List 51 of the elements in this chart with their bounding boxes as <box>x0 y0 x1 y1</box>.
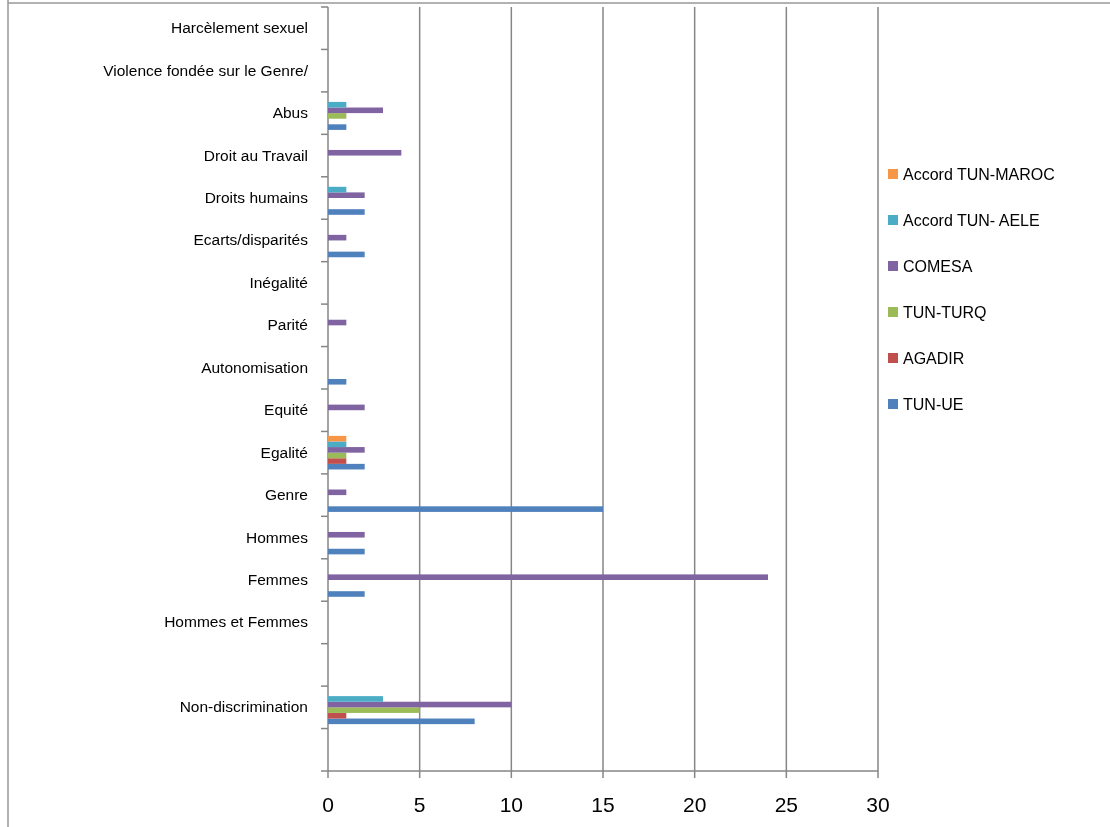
legend-label: Accord TUN- AELE <box>903 212 1040 229</box>
bar <box>328 101 347 108</box>
y-tick-label: Hommes <box>245 528 309 546</box>
legend-label: COMESA <box>903 258 973 275</box>
bar <box>328 696 383 702</box>
bar <box>328 124 347 130</box>
y-tick-label: Violence fondée sur le Genre/ <box>103 61 309 79</box>
x-tick-label: 5 <box>413 793 426 816</box>
y-tick-label: Abus <box>272 104 309 122</box>
bar <box>328 574 768 580</box>
bar <box>328 404 365 411</box>
y-tick-label: Genre <box>264 486 308 504</box>
x-tick-label: 15 <box>591 793 615 816</box>
legend-label: Accord TUN-MAROC <box>903 166 1055 183</box>
bar <box>328 591 365 597</box>
y-tick-label: Parité <box>267 316 308 334</box>
bar <box>328 378 347 385</box>
y-tick-label: Femmes <box>247 571 309 588</box>
bar <box>328 149 402 156</box>
bar <box>328 548 365 555</box>
y-tick-label: Droit au Travail <box>203 146 308 164</box>
x-tick-label: 20 <box>682 793 707 816</box>
legend-label: TUN-UE <box>903 396 964 413</box>
bar <box>328 707 420 713</box>
bar <box>328 209 365 215</box>
legend-label: AGADIR <box>903 350 965 367</box>
y-tick-label: Harcèlement sexuel <box>171 19 308 37</box>
y-tick-label: Autonomisation <box>201 358 308 376</box>
y-tick-label: Hommes et Femmes <box>164 613 309 631</box>
y-tick-label: Equité <box>264 401 308 419</box>
bar <box>328 447 365 453</box>
bar <box>328 463 365 470</box>
bar <box>328 192 365 198</box>
y-tick-label: Ecarts/disparités <box>193 231 309 249</box>
bar <box>328 531 365 538</box>
bar <box>328 113 347 119</box>
y-tick-label: Droits humains <box>204 189 309 206</box>
bar <box>328 712 347 719</box>
x-tick-label: 25 <box>774 793 799 816</box>
y-tick-label: Egalité <box>260 443 308 461</box>
y-tick-label: Non-discrimination <box>179 698 308 716</box>
x-tick-label: 10 <box>499 793 524 816</box>
bar <box>328 251 365 258</box>
bar <box>328 506 603 512</box>
y-tick-label: Inégalité <box>249 273 308 291</box>
legend-label: TUN-TURQ <box>903 304 987 321</box>
bar <box>328 441 347 448</box>
x-tick-label: 30 <box>866 793 890 816</box>
bar <box>328 458 347 464</box>
bar <box>328 718 475 725</box>
x-tick-label: 0 <box>322 793 334 816</box>
